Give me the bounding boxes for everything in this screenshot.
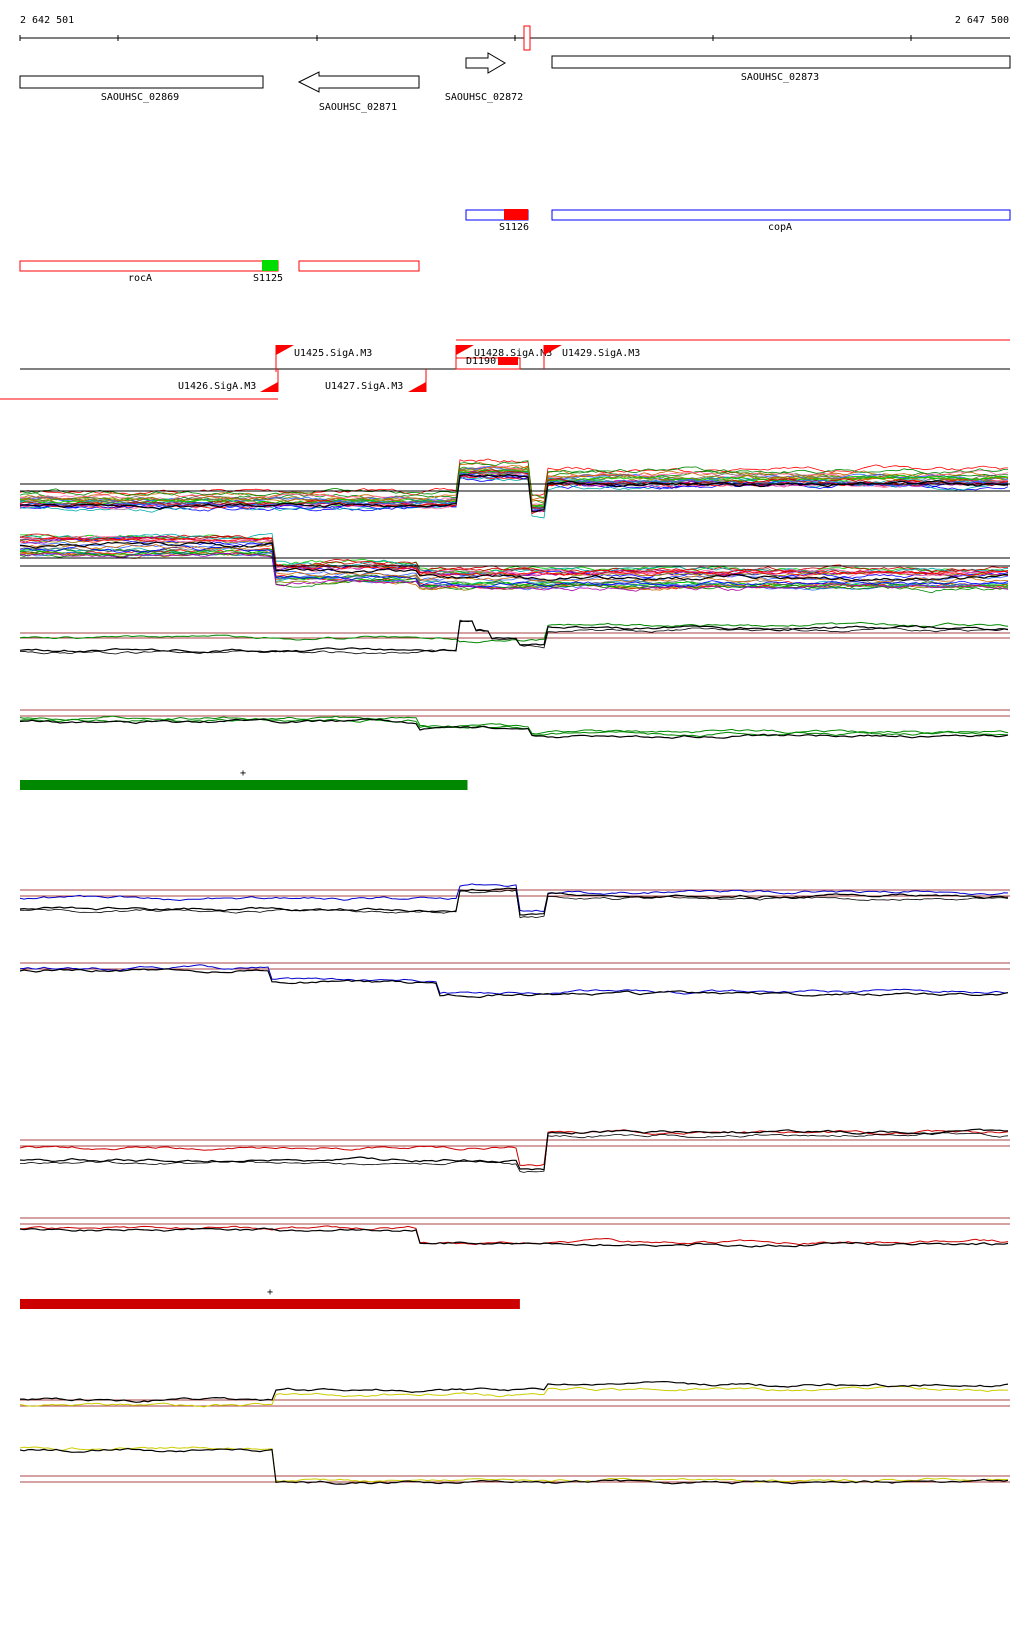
expression-line [19, 1227, 1009, 1248]
expression-line [19, 621, 1009, 644]
gene-SAOUHSC_02872[interactable]: SAOUHSC_02872 [445, 52, 523, 103]
segment-symbol: + [240, 768, 246, 779]
tss-label: U1425.SigA.M3 [294, 348, 372, 359]
ruler-end-label: 2 647 500 [955, 15, 1009, 26]
feature-label-S1125: S1125 [253, 273, 283, 284]
gene-label: SAOUHSC_02873 [741, 72, 819, 83]
tss-U1427[interactable]: U1427.SigA.M3 [325, 369, 427, 392]
feature-S1126[interactable]: S1126 [465, 209, 529, 233]
genes-track: SAOUHSC_02869 SAOUHSC_02871 SAOUHSC_0287… [19, 52, 1011, 113]
expression-line [19, 532, 1009, 575]
gene-label: SAOUHSC_02869 [101, 92, 179, 103]
expression-line [19, 551, 1008, 594]
ruler-start-label: 2 642 501 [20, 15, 74, 26]
annotation-track-blue: S1126 copA [465, 209, 1011, 233]
segment-bar-green[interactable]: + [20, 768, 468, 790]
feature-D1190[interactable]: D1190 [455, 356, 521, 370]
gene-SAOUHSC_02869[interactable]: SAOUHSC_02869 [19, 75, 264, 103]
feature-rocA[interactable]: rocA S1125 [19, 260, 283, 284]
gene-SAOUHSC_02871[interactable]: SAOUHSC_02871 [297, 71, 420, 113]
expression-line [20, 1380, 1009, 1403]
segment-bar [20, 1299, 520, 1309]
tss-U1425[interactable]: U1425.SigA.M3 [275, 345, 372, 372]
expression-line [19, 718, 1009, 739]
feature-label: D1190 [466, 356, 496, 367]
expression-plots [19, 458, 1010, 1485]
feature-unnamed[interactable] [298, 260, 420, 272]
feature-marker [504, 209, 528, 220]
segment-bar-red[interactable]: + [20, 1287, 520, 1309]
expression-line [19, 552, 1009, 592]
expression-line [19, 465, 1009, 504]
expression-line [19, 1385, 1008, 1408]
expression-line [19, 541, 1009, 583]
expression-line [19, 533, 1009, 576]
expression-line [19, 469, 1009, 507]
tss-label: U1428.SigA.M3 [474, 348, 552, 359]
segment-symbol: + [267, 1287, 273, 1298]
gene-SAOUHSC_02873[interactable]: SAOUHSC_02873 [551, 55, 1011, 83]
expression-line [19, 964, 1009, 995]
expression-line [19, 620, 1009, 654]
feature-label: copA [768, 222, 792, 233]
tss-U1429[interactable]: U1429.SigA.M3 [543, 345, 640, 369]
expression-line [19, 465, 1009, 506]
tss-track: U1425.SigA.M3 U1426.SigA.M3 U1427.SigA.M… [0, 339, 1010, 400]
tss-label: U1426.SigA.M3 [178, 381, 256, 392]
expression-line [19, 1128, 1009, 1171]
feature-label: S1126 [499, 222, 529, 233]
expression-line [19, 460, 1008, 498]
segment-bar [20, 780, 468, 790]
expression-line [19, 535, 1009, 577]
ruler-position-marker[interactable] [523, 25, 531, 51]
expression-line [20, 541, 1009, 582]
expression-line [19, 968, 1009, 999]
feature-label: rocA [128, 273, 152, 284]
expression-line [19, 883, 1009, 913]
expression-line [19, 536, 1009, 577]
tss-label: U1429.SigA.M3 [562, 348, 640, 359]
expression-line [19, 889, 1009, 919]
expression-line [19, 469, 1009, 509]
feature-copA[interactable]: copA [551, 209, 1011, 233]
annotation-track-red: rocA S1125 [19, 260, 420, 284]
expression-line [19, 887, 1009, 916]
expression-line [19, 1132, 1009, 1173]
gene-label: SAOUHSC_02871 [319, 102, 397, 113]
gene-label: SAOUHSC_02872 [445, 92, 523, 103]
feature-marker-S1125 [262, 260, 278, 271]
expression-line [19, 619, 1009, 655]
coordinate-ruler: 2 642 501 2 647 500 [19, 15, 1010, 51]
expression-line [19, 715, 1009, 735]
tss-U1426[interactable]: U1426.SigA.M3 [178, 369, 279, 392]
expression-line [19, 1129, 1009, 1167]
expression-line [19, 1447, 1009, 1485]
tss-label: U1427.SigA.M3 [325, 381, 403, 392]
expression-line [19, 1446, 1009, 1483]
expression-line [20, 1225, 1009, 1246]
expression-line [19, 543, 1009, 583]
